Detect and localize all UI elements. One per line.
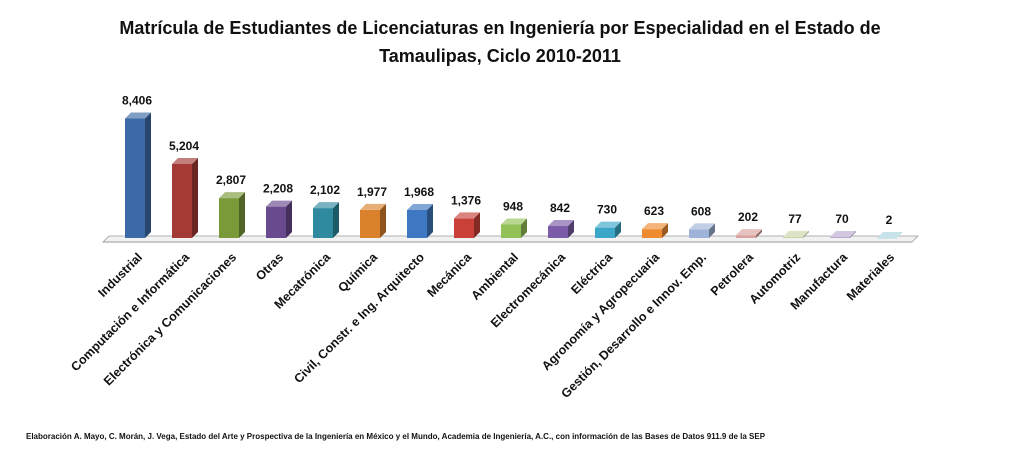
bar-front [877,237,897,239]
bar-side [568,220,574,238]
chart-title: Matrícula de Estudiantes de Licenciatura… [119,18,881,66]
bar-front [360,209,380,238]
bar-top [595,221,621,228]
value-label: 623 [644,204,664,218]
category-label: Materiales [844,250,897,303]
bar-front [172,163,192,238]
bar-top [266,200,292,207]
bar-side [662,223,668,238]
value-label: 202 [738,210,758,224]
bar [830,231,856,238]
bar [877,231,903,239]
bar-front [642,229,662,238]
bar-front [548,226,568,238]
bar [266,200,292,238]
bar-front [407,210,427,238]
bar-side [380,203,386,238]
bar [125,112,151,238]
value-label: 77 [788,212,802,226]
bar-top [830,231,856,238]
bar-top [642,223,668,230]
bar-top [689,223,715,230]
bar-top [125,112,151,119]
value-label: 1,977 [357,185,387,199]
value-labels-group: 8,406 5,204 2,807 2,208 2,102 1,977 1,968 1,376… [122,93,893,227]
bar-front [689,229,709,238]
bar [219,192,245,238]
bar-side [521,218,527,238]
bar-top [407,204,433,211]
bar [783,230,809,238]
value-label: 730 [597,203,617,217]
bar-top [172,157,198,164]
bar-front [219,198,239,238]
value-label: 948 [503,200,523,214]
bar-top [736,229,762,236]
bar-side [756,229,762,238]
bar-front [830,237,850,238]
category-label: Química [335,249,381,295]
bar-front [501,224,521,238]
bar-front [783,236,803,238]
value-label: 2 [886,213,893,227]
bar [595,221,621,238]
bar-front [313,208,333,238]
bar [736,229,762,238]
value-label: 2,807 [216,173,246,187]
bar [360,203,386,238]
bar-side [427,204,433,238]
bar-top [877,231,903,238]
bar-top [454,212,480,219]
bar [689,223,715,238]
bar-side [709,223,715,238]
bar-side [897,231,903,238]
bar-front [454,218,474,238]
bar [501,218,527,238]
bar-front [595,227,615,238]
bar-side [850,231,856,238]
bars-group [125,112,903,239]
value-label: 2,102 [310,183,340,197]
bar-top [783,230,809,237]
bar [548,220,574,238]
chart-floor [102,235,919,243]
value-label: 608 [691,204,711,218]
value-label: 842 [550,201,570,215]
value-label: 1,376 [451,193,481,207]
bar [407,204,433,238]
value-label: 8,406 [122,93,152,107]
category-label: Industrial [95,250,145,300]
category-label: Petrolera [708,249,757,298]
bar-top [548,220,574,227]
bar-side [192,157,198,238]
bar-side [286,200,292,238]
bar-side [474,212,480,238]
value-label: 2,208 [263,182,293,196]
bar [642,223,668,238]
category-label: Eléctrica [568,249,615,296]
bar-side [145,112,151,238]
value-label: 1,968 [404,185,434,199]
bar-top [501,218,527,225]
bar-side [615,221,621,238]
bar-side [803,230,809,238]
bar [172,157,198,238]
value-label: 70 [835,212,849,226]
value-label: 5,204 [169,139,199,153]
bar-top [313,202,339,209]
bar-front [125,118,145,238]
category-label: Otras [253,250,286,283]
bar-side [333,202,339,238]
bar-top [219,192,245,199]
bar-top [360,203,386,210]
bar-front [266,206,286,238]
bar-side [239,192,245,238]
bar [313,202,339,238]
bar-front [736,235,756,238]
bar [454,212,480,238]
category-label: Mecánica [424,249,474,299]
source-note: Elaboración A. Mayo, C. Morán, J. Vega, … [26,432,766,441]
